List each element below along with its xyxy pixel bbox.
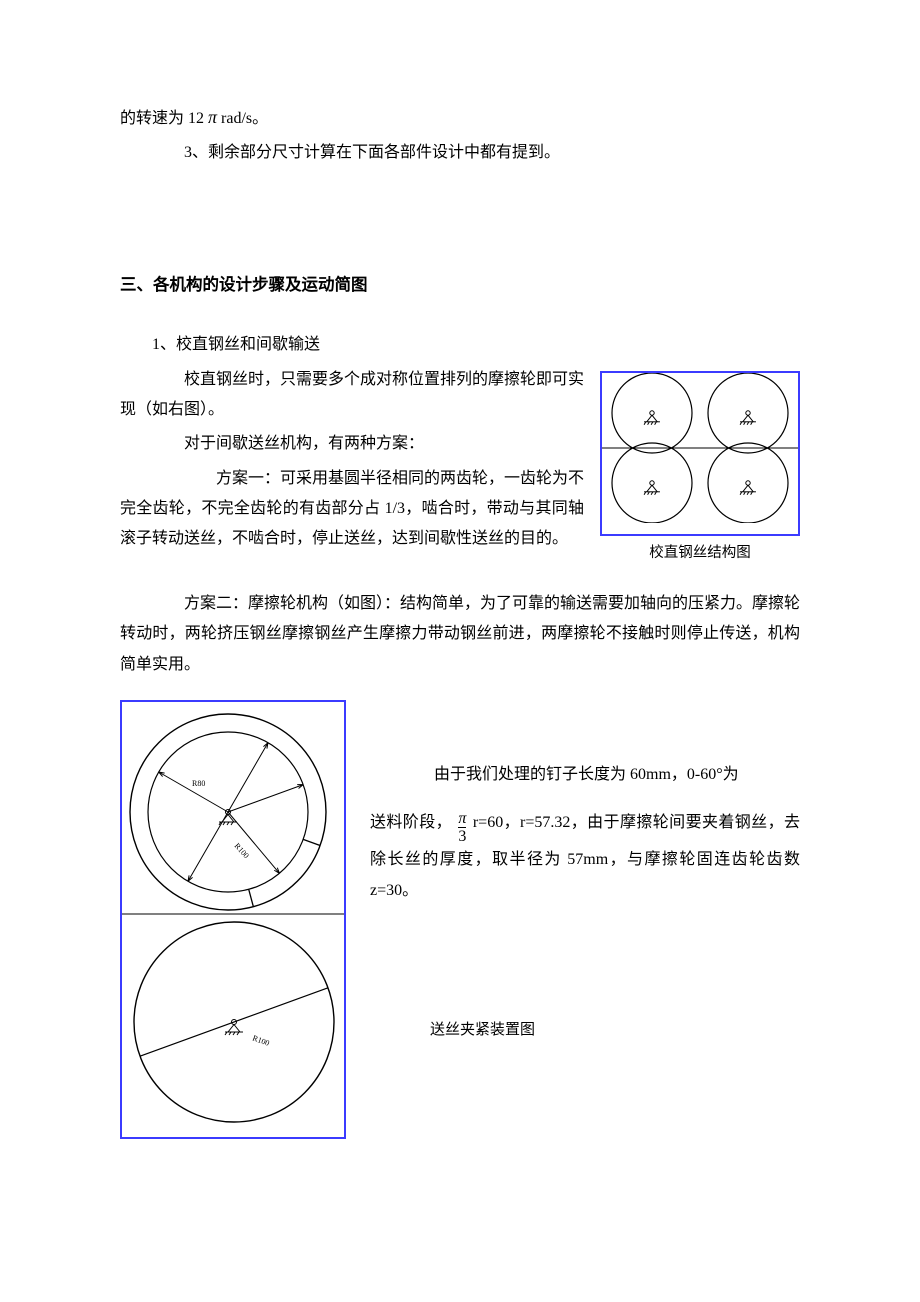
rotation-speed-line: 的转速为 12 π rad/s。: [120, 100, 800, 134]
text: 送料阶段，: [370, 814, 452, 831]
fraction-num: π: [458, 811, 466, 827]
pi-symbol: π: [208, 107, 217, 127]
straighten-wire-diagram: [602, 373, 798, 523]
svg-text:R80: R80: [192, 779, 205, 788]
figure-box: [600, 371, 800, 536]
remaining-dims-note: 3、剩余部分尺寸计算在下面各部件设计中都有提到。: [120, 138, 800, 168]
right-text-block: 由于我们处理的钉子长度为 60mm，0-60°为 送料阶段， π 3 r=60，…: [370, 690, 800, 1049]
figure1-caption: 校直钢丝结构图: [600, 544, 800, 563]
feed-clamp-diagram: R80 R100 R100: [122, 702, 344, 1126]
text: rad/s。: [221, 110, 268, 127]
figure-feed-clamp: R80 R100 R100: [120, 700, 346, 1139]
section-3-heading: 三、各机构的设计步骤及运动简图: [120, 269, 800, 300]
fraction-den: 3: [458, 827, 466, 845]
svg-text:R100: R100: [251, 1033, 270, 1047]
text: 的转速为 12: [120, 110, 208, 127]
sec2-p1: 方案二：摩擦轮机构（如图）：结构简单，为了可靠的输送需要加轴向的压紧力。摩擦轮转…: [120, 589, 800, 680]
sec3-p1: 由于我们处理的钉子长度为 60mm，0-60°为: [370, 760, 800, 790]
svg-text:R100: R100: [233, 841, 251, 860]
figure2-caption: 送丝夹紧装置图: [370, 1016, 800, 1045]
figure-straighten-wire: 校直钢丝结构图: [600, 371, 800, 563]
fraction-pi-over-3: π 3: [458, 811, 466, 845]
sec3-p2: 送料阶段， π 3 r=60，r=57.32，由于摩擦轮间要夹着钢丝，去除长丝的…: [370, 808, 800, 906]
sub1-title: 1、校直钢丝和间歇输送: [120, 330, 800, 360]
figure-box: R80 R100 R100: [120, 700, 346, 1139]
